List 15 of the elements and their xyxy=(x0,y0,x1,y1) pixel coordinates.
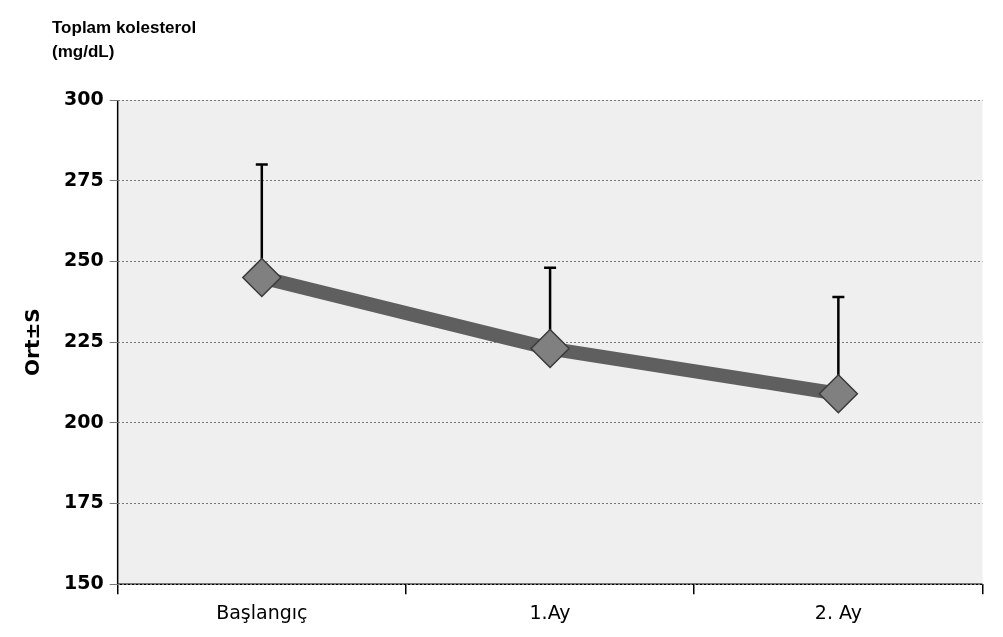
x-tick-label: 2. Ay xyxy=(814,600,862,623)
x-tick-label: Başlangıç xyxy=(216,600,308,623)
y-tick-label: 200 xyxy=(63,409,104,432)
point xyxy=(242,257,282,298)
y-axis-title: Ort±S xyxy=(20,308,45,376)
point xyxy=(818,374,859,414)
point xyxy=(530,328,570,369)
y-tick-label: 275 xyxy=(63,167,104,190)
y-tick-label: 225 xyxy=(63,329,104,352)
x-tick-label: 1.Ay xyxy=(529,600,571,623)
y-tick-label: 250 xyxy=(63,248,104,271)
y-tick-label: 150 xyxy=(63,571,104,594)
y-tick-label: 175 xyxy=(63,490,104,513)
chart-title: Toplam kolesterol (mg/dL) xyxy=(52,17,198,63)
y-tick-label: 300 xyxy=(63,86,104,109)
